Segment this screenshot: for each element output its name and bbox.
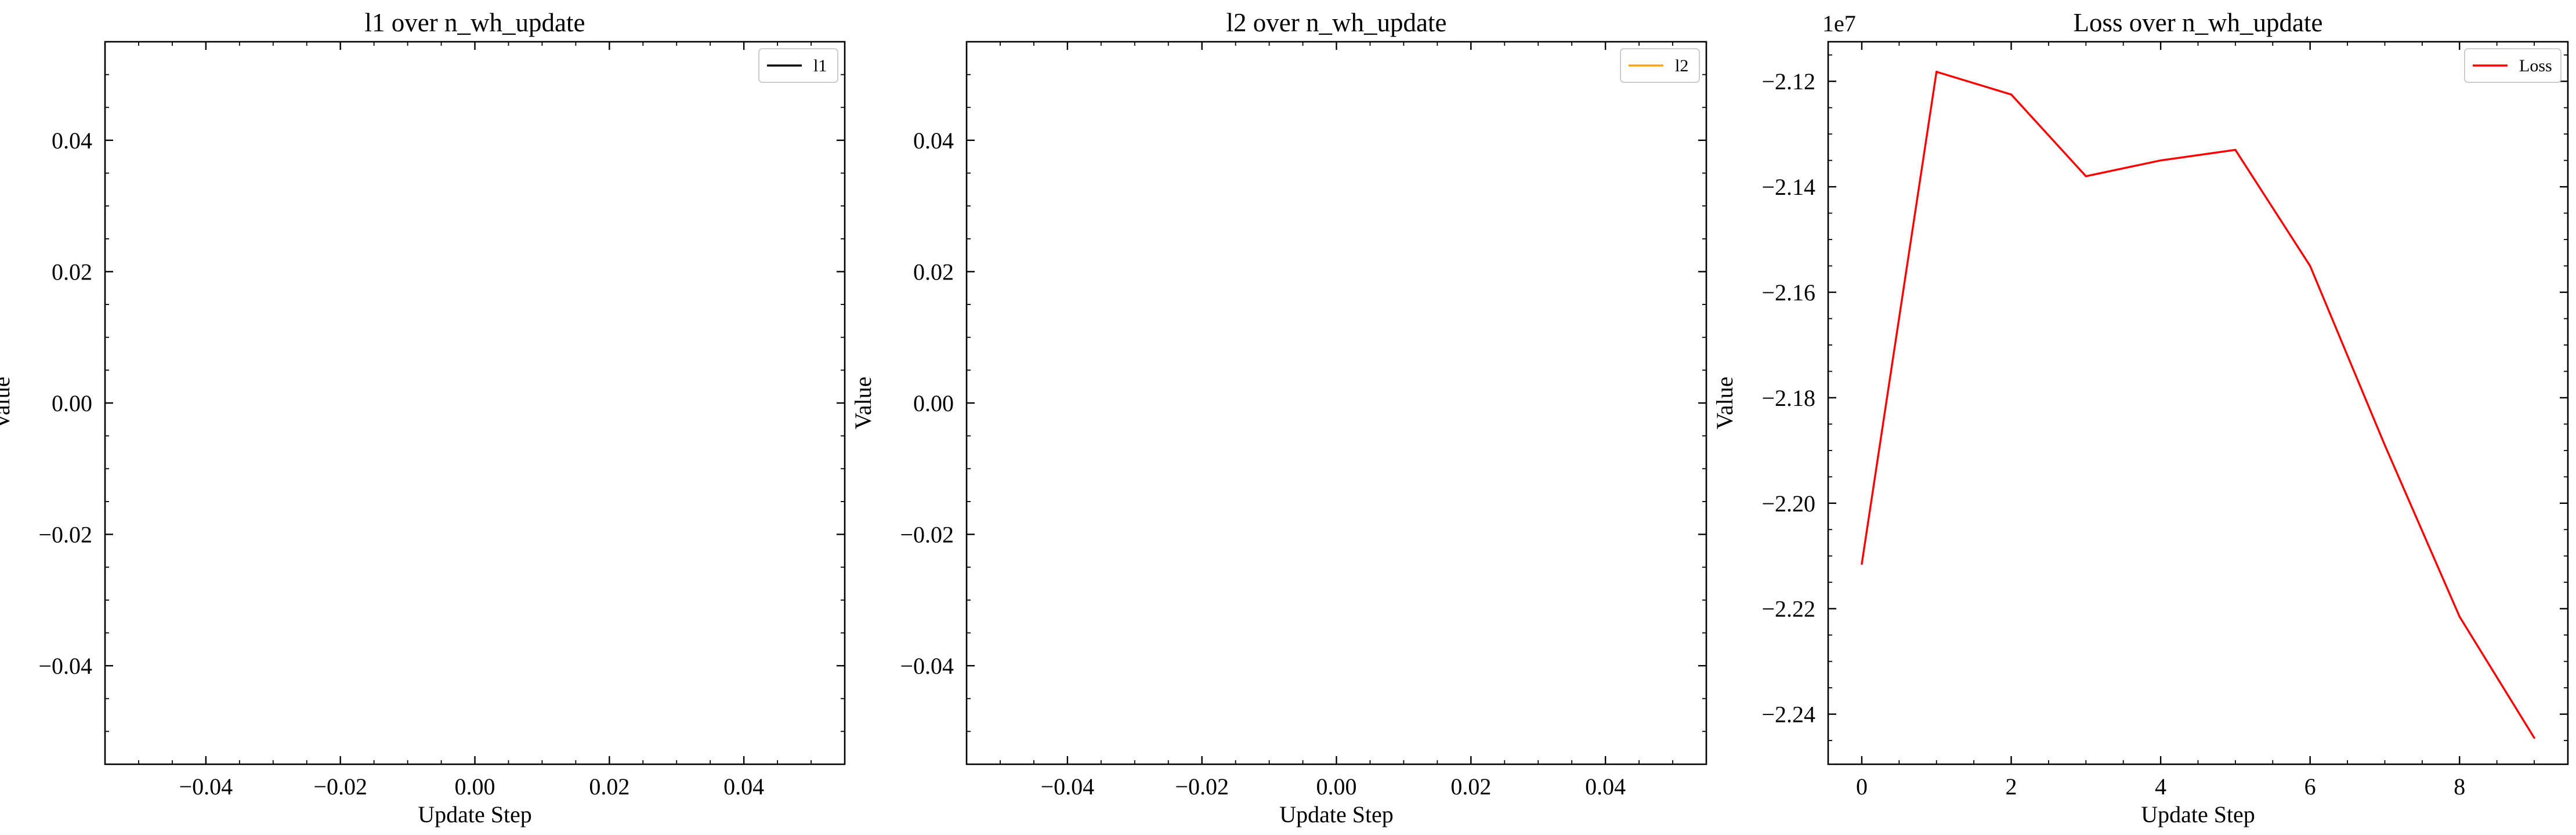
data-point <box>2383 444 2386 446</box>
data-point <box>2159 159 2162 162</box>
legend: Loss <box>2464 48 2561 83</box>
y-tick-label: 0.00 <box>52 390 92 416</box>
x-axis-label: Update Step <box>1279 801 1394 827</box>
legend-label: l2 <box>1675 56 1688 75</box>
x-tick-label: 0.02 <box>589 774 629 800</box>
data-point <box>2533 736 2535 739</box>
chart-title: Loss over n_wh_update <box>2074 8 2323 37</box>
x-tick-label: −0.04 <box>179 774 233 800</box>
x-tick-label: 0.04 <box>723 774 764 800</box>
data-point <box>1861 562 1863 565</box>
data-point <box>2010 93 2013 96</box>
x-tick-label: 0.00 <box>1316 774 1357 800</box>
data-point <box>1935 71 1938 73</box>
x-tick-label: 0.02 <box>1450 774 1491 800</box>
y-tick-label: 0.02 <box>52 259 92 285</box>
y-tick-label: −0.02 <box>38 522 92 548</box>
y-tick-label: 0.04 <box>913 128 954 154</box>
x-tick-label: 8 <box>2454 774 2465 800</box>
legend-label: Loss <box>2519 56 2552 75</box>
y-axis-label: Value <box>0 376 15 429</box>
y-tick-label: −2.16 <box>1761 279 1815 306</box>
legend: l1 <box>758 48 838 83</box>
data-point <box>2234 148 2237 151</box>
chart-title: l1 over n_wh_update <box>365 8 585 37</box>
y-axis-label: Value <box>1712 376 1738 429</box>
plot-frame <box>104 41 846 765</box>
axis-offset-text: 1e7 <box>1822 10 1856 37</box>
y-tick-label: −2.12 <box>1761 68 1815 95</box>
y-tick-label: 0.00 <box>913 390 954 416</box>
legend-box <box>2464 48 2561 83</box>
y-tick-label: −2.22 <box>1761 596 1815 622</box>
x-tick-label: −0.04 <box>1041 774 1095 800</box>
plot-frame <box>1827 41 2569 765</box>
chart-panel-2: −0.04 −0.02 0.00 0.02 0.04 0.04 0.02 0.00 −0.02 −… <box>850 8 1707 827</box>
plot-frame <box>965 41 1707 765</box>
chart-panel-1: −0.04 −0.02 0.00 0.02 0.04 0.04 0.02 0.00 −0.02 −… <box>0 8 846 827</box>
y-tick-label: −2.18 <box>1761 385 1815 411</box>
data-point <box>2085 175 2087 177</box>
chart-title: l2 over n_wh_update <box>1227 8 1447 37</box>
data-point <box>2458 615 2461 618</box>
x-tick-label: −0.02 <box>1175 774 1229 800</box>
x-tick-label: 0.00 <box>455 774 495 800</box>
x-tick-label: 4 <box>2155 774 2166 800</box>
y-tick-label: −2.14 <box>1761 174 1815 200</box>
legend-label: l1 <box>813 56 827 75</box>
x-axis-label: Update Step <box>2141 801 2255 827</box>
series-line-loss <box>1861 71 2535 739</box>
x-tick-label: 0.04 <box>1585 774 1626 800</box>
x-tick-label: 2 <box>2006 774 2017 800</box>
y-axis-label: Value <box>850 376 876 429</box>
y-tick-label: −0.04 <box>900 653 954 679</box>
x-tick-label: 6 <box>2304 774 2316 800</box>
legend: l2 <box>1620 48 1700 83</box>
y-tick-label: 0.02 <box>913 259 954 285</box>
y-tick-label: 0.04 <box>52 128 92 154</box>
x-tick-label: 0 <box>1856 774 1868 800</box>
data-point <box>2309 264 2311 267</box>
y-tick-label: −2.20 <box>1761 491 1815 517</box>
y-tick-label: −2.24 <box>1761 702 1815 728</box>
chart-panel-3: 0 2 4 6 8 −2.12 −2.14 −2.16 −2.18 −2.20 −2.22 −2.24… <box>1712 8 2569 827</box>
y-tick-label: −0.04 <box>38 653 92 679</box>
x-tick-label: −0.02 <box>313 774 367 800</box>
y-tick-label: −0.02 <box>900 522 954 548</box>
x-axis-label: Update Step <box>418 801 532 827</box>
